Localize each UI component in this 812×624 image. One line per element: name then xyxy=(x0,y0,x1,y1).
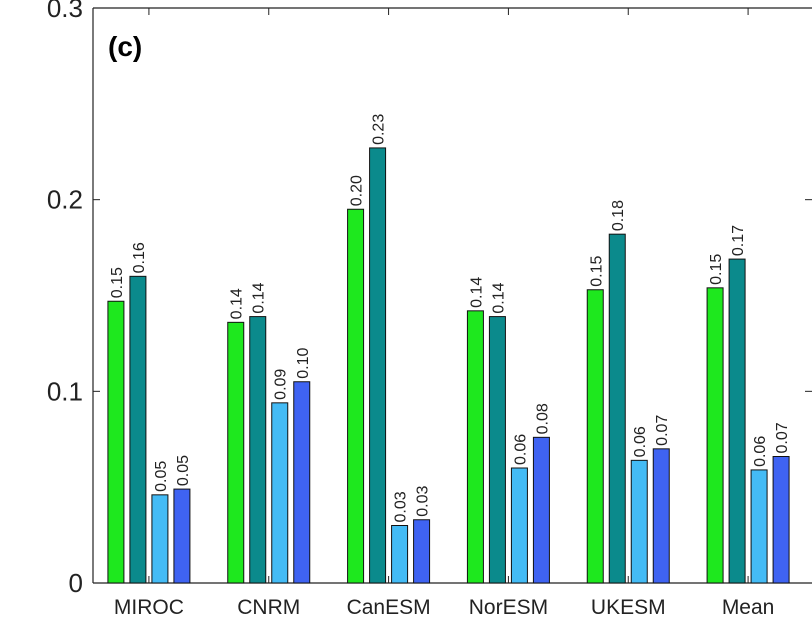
x-category-label: MIROC xyxy=(114,596,184,619)
labels: MIROC 0.15 0.16 0.05 0.05 CNRM 0.14 0.14 0.09 0.1… xyxy=(109,114,791,619)
x-category-label: CNRM xyxy=(237,596,300,619)
bar xyxy=(466,310,484,584)
bar xyxy=(728,258,746,584)
bar xyxy=(151,494,169,584)
bar xyxy=(652,448,670,584)
bar xyxy=(249,316,267,584)
data-label: 0.06 xyxy=(512,434,529,465)
x-category-label: NorESM xyxy=(469,596,548,619)
bar xyxy=(391,525,409,584)
data-label: 0.17 xyxy=(730,225,747,256)
data-label: 0.09 xyxy=(273,369,290,400)
bars xyxy=(107,147,790,584)
data-label: 0.03 xyxy=(393,491,410,522)
data-label: 0.14 xyxy=(468,277,485,308)
panel-label: (c) xyxy=(108,31,142,62)
bar xyxy=(630,459,648,584)
bar xyxy=(347,208,365,584)
data-label: 0.15 xyxy=(109,267,126,298)
y-tick-label: 0.3 xyxy=(47,0,83,23)
data-label: 0.15 xyxy=(708,254,725,285)
data-label: 0.14 xyxy=(251,282,268,313)
bar xyxy=(488,316,506,584)
data-label: 0.03 xyxy=(415,486,432,517)
data-label: 0.07 xyxy=(654,415,671,446)
bar xyxy=(173,488,191,584)
data-label: 0.06 xyxy=(752,436,769,467)
data-label: 0.14 xyxy=(229,288,246,319)
bar xyxy=(369,147,387,584)
data-label: 0.05 xyxy=(175,455,192,486)
data-label: 0.16 xyxy=(131,242,148,273)
bar xyxy=(772,456,790,584)
bar xyxy=(586,289,604,584)
y-tick-label: 0 xyxy=(69,568,83,598)
bar xyxy=(706,287,724,584)
data-label: 0.14 xyxy=(490,282,507,313)
bar xyxy=(532,436,550,584)
data-label: 0.06 xyxy=(632,426,649,457)
data-label: 0.10 xyxy=(295,348,312,379)
data-label: 0.05 xyxy=(153,461,170,492)
bar xyxy=(227,321,245,584)
bar xyxy=(293,381,311,584)
bar xyxy=(413,519,431,584)
x-category-label: Mean xyxy=(722,596,775,619)
bar xyxy=(750,469,768,584)
bar xyxy=(510,467,528,584)
x-category-label: UKESM xyxy=(591,596,666,619)
data-label: 0.20 xyxy=(349,175,366,206)
y-tick-label: 0.2 xyxy=(47,185,83,215)
bar xyxy=(271,402,289,584)
data-label: 0.23 xyxy=(371,114,388,145)
bar xyxy=(608,233,626,584)
bar xyxy=(107,300,125,584)
data-label: 0.18 xyxy=(610,200,627,231)
data-label: 0.08 xyxy=(534,403,551,434)
data-label: 0.07 xyxy=(774,422,791,453)
data-label: 0.15 xyxy=(588,256,605,287)
bar xyxy=(129,275,147,584)
x-category-label: CanESM xyxy=(347,596,431,619)
y-tick-label: 0.1 xyxy=(47,376,83,406)
axes: 0 0.1 0.2 0.3 xyxy=(47,0,812,598)
